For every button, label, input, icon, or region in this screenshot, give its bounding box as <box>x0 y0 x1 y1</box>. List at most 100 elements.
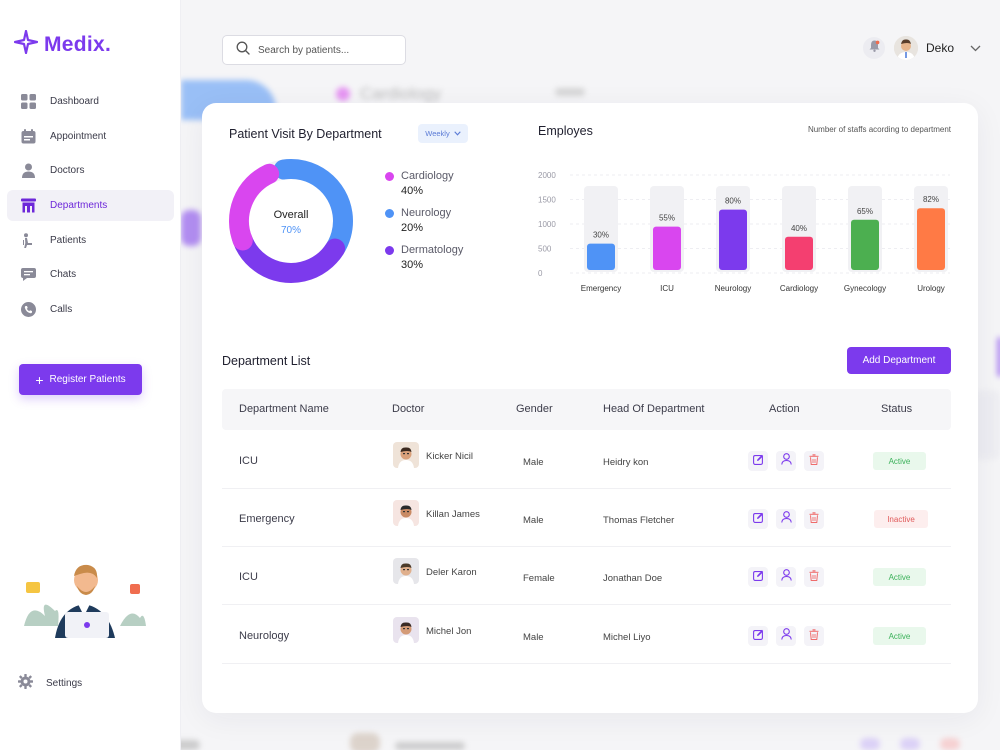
bar-emergency <box>587 243 615 270</box>
donut-segment-cardiology <box>229 159 353 283</box>
delete-button[interactable] <box>804 626 824 646</box>
assign-user-button[interactable] <box>776 626 796 646</box>
bar-value-label: 40% <box>791 224 807 233</box>
department-name: Emergency <box>239 513 295 525</box>
bar-value-label: 65% <box>857 207 873 216</box>
gender: Female <box>523 573 555 584</box>
edit-button[interactable] <box>748 509 768 529</box>
y-tick-label: 2000 <box>538 171 556 180</box>
column-header-status: Status <box>881 403 913 415</box>
doctor-avatar <box>393 558 419 584</box>
sidebar-item-chats[interactable]: Chats <box>7 259 174 290</box>
edit-icon <box>752 452 764 470</box>
bell-icon <box>869 39 880 57</box>
column-header-department: Department Name <box>239 403 329 415</box>
assign-user-button[interactable] <box>776 567 796 587</box>
gender: Male <box>523 515 544 526</box>
edit-icon <box>752 627 764 645</box>
x-category-label: Neurology <box>715 284 751 293</box>
chevron-down-icon <box>454 129 461 138</box>
employees-subtitle: Number of staffs acording to department <box>807 125 951 134</box>
edit-button[interactable] <box>748 451 768 471</box>
user-icon <box>780 627 792 645</box>
user-name: Deko <box>926 41 955 55</box>
head-of-department: Heidry kon <box>603 457 649 468</box>
assign-user-button[interactable] <box>776 451 796 471</box>
notification-button[interactable] <box>863 37 885 59</box>
sidebar-item-doctors[interactable]: Doctors <box>7 155 174 186</box>
legend-item-cardiology: Cardiology 40% <box>385 170 463 197</box>
user-icon <box>780 510 792 528</box>
head-of-department: Jonathan Doe <box>603 573 663 584</box>
add-department-button[interactable]: Add Department <box>847 347 951 374</box>
patient-icon <box>20 232 36 248</box>
period-value: Weekly <box>425 129 450 138</box>
legend-value: 40% <box>401 185 424 197</box>
sidebar-item-label: Dashboard <box>50 96 99 107</box>
brand-name: Medix. <box>44 32 112 56</box>
sidebar-item-appointment[interactable]: Appointment <box>7 121 174 152</box>
legend-item-neurology: Neurology 20% <box>385 207 463 234</box>
status-badge: Inactive <box>874 510 928 528</box>
sidebar-item-label: Appointment <box>50 130 107 142</box>
sidebar-item-patients[interactable]: Patients <box>7 225 174 256</box>
table-row: Neurology Michel Jon Male Michel Liyo Active <box>222 607 951 664</box>
sidebar-item-dashboard[interactable]: Dashboard <box>7 86 174 117</box>
legend-label: Cardiology <box>401 170 454 182</box>
assign-user-button[interactable] <box>776 509 796 529</box>
table-row: ICU Kicker Nicil Male Heidry kon Active <box>222 432 951 489</box>
department-name: ICU <box>239 455 258 467</box>
patient-visit-legend: Cardiology 40% Neurology 20% Dermatology… <box>385 170 463 281</box>
sidebar-item-label: Doctors <box>50 165 85 177</box>
user-icon <box>780 568 792 586</box>
settings-link[interactable]: Settings <box>18 674 82 692</box>
edit-button[interactable] <box>748 567 768 587</box>
bar-cardiology <box>785 236 813 270</box>
search-bar[interactable] <box>222 35 406 65</box>
delete-button[interactable] <box>804 509 824 529</box>
bar-value-label: 82% <box>923 195 939 204</box>
user-menu[interactable]: Deko <box>894 36 981 60</box>
delete-button[interactable] <box>804 451 824 471</box>
table-row: Emergency Killan James Male Thomas Fletcher… <box>222 490 951 547</box>
brand-logo[interactable]: Medix. <box>13 29 112 59</box>
search-input[interactable] <box>258 44 388 56</box>
employees-bar-chart: 2000 1500 1000 500 0 30% Emergency 55% ICU 80% Neu… <box>538 171 950 293</box>
doctor-name: Michel Jon <box>426 626 472 637</box>
edit-icon <box>752 510 764 528</box>
x-category-label: ICU <box>660 284 674 293</box>
doctor-name: Kicker Nicil <box>426 451 473 462</box>
sidebar-item-departments[interactable]: Departments <box>7 190 174 222</box>
bar-value-label: 55% <box>659 214 675 223</box>
sidebar-item-label: Chats <box>50 269 77 281</box>
edit-button[interactable] <box>748 626 768 646</box>
register-patients-button[interactable]: + Register Patients <box>19 364 142 395</box>
donut-segment-neurology <box>229 159 353 283</box>
bar-icu <box>653 226 681 270</box>
department-list-title: Department List <box>222 354 311 368</box>
gender: Male <box>523 632 544 643</box>
period-select[interactable]: Weekly <box>418 124 468 143</box>
edit-icon <box>752 568 764 586</box>
doctor-avatar <box>393 442 419 468</box>
sidebar-item-label: Calls <box>50 304 73 316</box>
medix-logo-icon <box>13 29 39 59</box>
doctor-icon <box>20 163 36 179</box>
status-badge: Active <box>873 568 926 586</box>
sidebar: Medix. Dashboard Appointment Doctors Dep… <box>0 0 181 750</box>
sidebar-item-calls[interactable]: Calls <box>7 294 174 325</box>
y-tick-label: 1000 <box>538 220 556 229</box>
user-icon <box>780 452 792 470</box>
y-tick-label: 500 <box>538 245 552 254</box>
department-icon <box>20 198 36 214</box>
legend-label: Dermatology <box>401 244 464 256</box>
sidebar-item-label: Patients <box>50 234 87 246</box>
gear-icon <box>18 674 33 692</box>
column-header-head: Head Of Department <box>603 403 705 415</box>
delete-button[interactable] <box>804 567 824 587</box>
dashboard-icon <box>20 94 36 110</box>
legend-label: Neurology <box>401 207 452 219</box>
gender: Male <box>523 457 544 468</box>
doctor-name: Killan James <box>426 509 480 520</box>
calendar-icon <box>20 128 36 144</box>
